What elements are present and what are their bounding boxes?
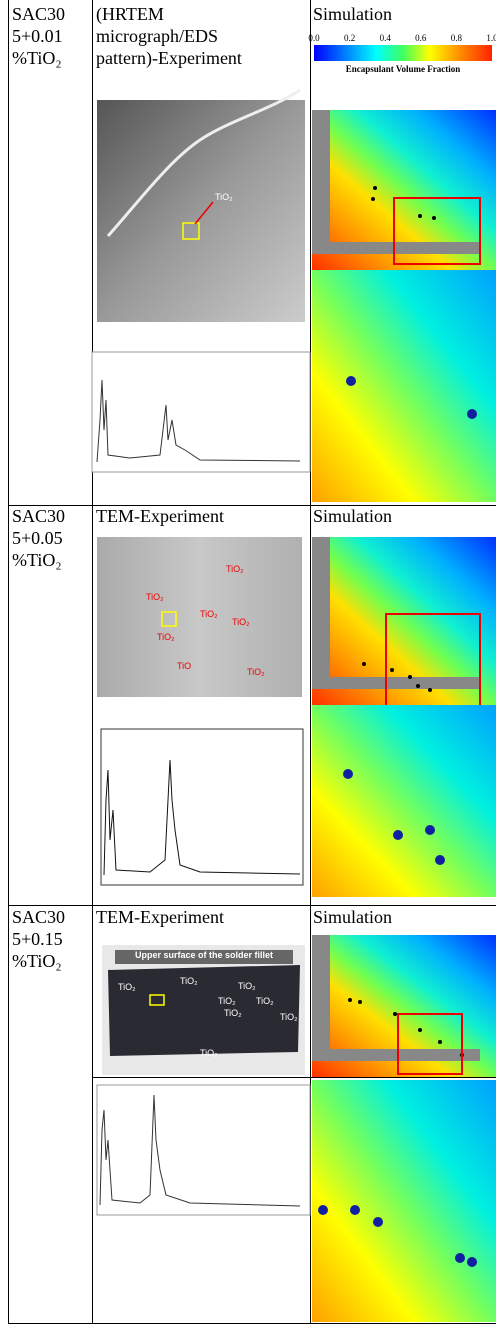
particle — [432, 216, 436, 220]
particle — [438, 1040, 442, 1044]
hrtem-micrograph — [97, 100, 305, 322]
simulation-label: Simulation — [313, 4, 392, 24]
solder-wall — [312, 935, 480, 1061]
particle — [416, 684, 420, 688]
image-label: TiO₂ — [224, 1008, 242, 1018]
colorbar-tick: 0.8 — [451, 33, 463, 43]
zoom-box — [397, 1013, 463, 1075]
sample-label: SAC30 — [12, 4, 65, 24]
sample-label: 5+0.01 — [12, 26, 63, 46]
colorbar-label: Encapsulant Volume Fraction — [346, 64, 461, 74]
particle — [350, 1205, 360, 1215]
solder-wall — [312, 110, 480, 254]
eds-spectrum — [96, 1084, 311, 1216]
experiment-label: pattern)-Experiment — [96, 48, 242, 69]
image-label: TiO₂ — [180, 976, 198, 986]
particle — [435, 855, 445, 865]
particle — [343, 769, 353, 779]
eds-curve — [96, 379, 301, 463]
particle — [371, 197, 375, 201]
particle — [418, 1028, 422, 1032]
simulation-label: Simulation — [313, 907, 392, 927]
sample-label: 5+0.15 — [12, 929, 63, 949]
eds-spectrum — [91, 351, 311, 473]
image-label: TiO₂ — [200, 609, 218, 619]
experiment-label: micrograph/EDS — [96, 26, 218, 46]
particle — [348, 998, 352, 1002]
simulation-zoom — [312, 1080, 496, 1322]
particle — [408, 675, 412, 679]
highlight-box — [182, 222, 200, 240]
particle — [467, 409, 477, 419]
eds-curve — [99, 1094, 301, 1207]
colorbar-tick: 0.0 — [308, 33, 320, 43]
micrograph-feature — [106, 88, 301, 237]
sample-label: %TiO₂ — [12, 48, 62, 68]
simulation-zoom — [312, 705, 496, 897]
particle — [318, 1205, 328, 1215]
particle — [455, 1253, 465, 1263]
particle — [418, 214, 422, 218]
image-label: TiO₂ — [280, 1012, 298, 1022]
particle — [393, 830, 403, 840]
colorbar-tick: 1.0 — [486, 33, 496, 43]
image-label: TiO — [177, 661, 191, 671]
particle — [467, 1257, 477, 1267]
tem-micrograph — [97, 537, 302, 697]
colorbar — [314, 45, 492, 61]
simulation-label: Simulation — [313, 506, 392, 526]
image-label: TiO₂ — [232, 617, 250, 627]
image-label: TiO₂ — [238, 981, 256, 991]
zoom-box — [393, 197, 481, 265]
particle — [373, 186, 377, 190]
particle — [428, 688, 432, 692]
colorbar-tick: 0.4 — [380, 33, 392, 43]
sample-label: 5+0.05 — [12, 528, 63, 548]
simulation-zoom — [312, 270, 496, 502]
colorbar-tick: 0.6 — [415, 33, 427, 43]
image-label: TiO₂ — [200, 1048, 218, 1058]
image-label: TiO₂ — [118, 982, 136, 992]
experiment-label: TEM-Experiment — [96, 907, 224, 927]
image-label: TiO₂ — [218, 996, 236, 1006]
image-label: TiO₂ — [247, 667, 265, 677]
sample-label: %TiO₂ — [12, 951, 62, 971]
sample-label: %TiO₂ — [12, 550, 62, 570]
particle — [362, 662, 366, 666]
eds-curve — [103, 759, 301, 876]
particle — [373, 1217, 383, 1227]
particle — [390, 668, 394, 672]
particle — [358, 1000, 362, 1004]
image-label: TiO₂ — [226, 564, 244, 574]
experiment-label: TEM-Experiment — [96, 506, 224, 526]
highlight-box — [161, 611, 177, 627]
image-label: TiO₂ — [256, 996, 274, 1006]
particle — [346, 376, 356, 386]
micrograph-feature — [108, 965, 300, 1056]
eds-spectrum — [100, 728, 304, 886]
experiment-label: (HRTEM — [96, 4, 164, 25]
particle — [393, 1012, 397, 1016]
colorbar-tick: 0.2 — [344, 33, 355, 43]
sample-label: SAC30 — [12, 907, 65, 927]
sample-label: SAC30 — [12, 506, 65, 526]
image-label: Upper surface of the solder fillet — [135, 950, 273, 960]
arrow — [194, 201, 214, 225]
particle — [425, 825, 435, 835]
image-banner — [115, 950, 293, 964]
image-label: TiO₂ — [146, 592, 164, 602]
image-label: TiO₂ — [157, 632, 175, 642]
solder-wall — [312, 537, 480, 689]
highlight-box — [149, 994, 165, 1006]
image-label: TiO₂ — [215, 192, 233, 202]
